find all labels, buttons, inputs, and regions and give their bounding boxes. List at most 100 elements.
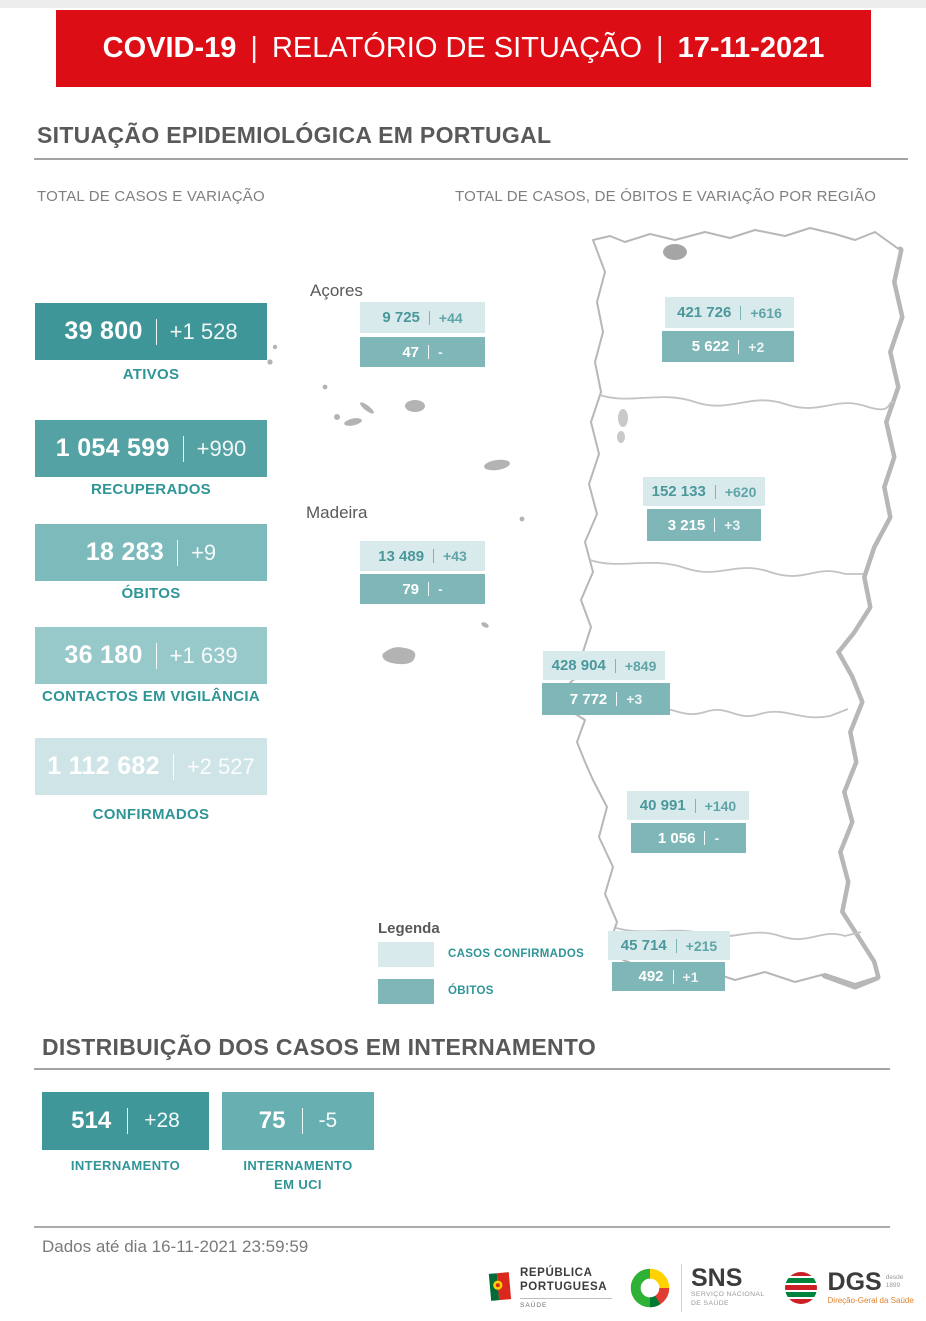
contactos-value: 36 180 [64, 641, 143, 669]
section-divider [34, 158, 908, 160]
confirmados-value: 1 112 682 [47, 752, 160, 780]
banner-covid-label: COVID-19 [102, 32, 237, 64]
footer-divider [34, 1226, 890, 1228]
icu-label-line1: INTERNAMENTO [243, 1158, 353, 1173]
internment-delta: +28 [144, 1109, 180, 1132]
algarve-deaths-delta: +1 [682, 968, 699, 985]
icu-label-line2: EM UCI [274, 1177, 322, 1192]
footer-logos: REPÚBLICA PORTUGUESA SAÚDE SNS SERVIÇO N… [488, 1256, 926, 1320]
section-divider [34, 1068, 890, 1070]
acores-cases: 9 725 [382, 309, 420, 326]
dgs-since-line2: 1899 [885, 1281, 901, 1289]
alentejo-cases-box: 40 991 +140 [627, 791, 749, 820]
sns-logo: SNS SERVIÇO NACIONAL DE SAÚDE [628, 1264, 765, 1312]
separator-line [672, 969, 674, 984]
internment-label: INTERNAMENTO [70, 1158, 181, 1173]
stat-box-recuperados: 1 054 599 +990 [35, 420, 267, 477]
lvt-deaths-delta: +3 [626, 691, 643, 707]
recuperados-value: 1 054 599 [55, 434, 170, 462]
section-epidemiologic-title: SITUAÇÃO EPIDEMIOLÓGICA EM PORTUGAL [37, 122, 552, 148]
algarve-cases-box: 45 714 +215 [608, 931, 730, 960]
legend-title: Legenda [378, 920, 440, 937]
contactos-label: CONTACTOS EM VIGILÂNCIA [41, 688, 260, 705]
norte-cases: 421 726 [677, 304, 732, 321]
centro-deaths-box: 3 215 +3 [647, 509, 761, 541]
acores-deaths: 47 [402, 343, 419, 361]
sns-circle-icon [630, 1268, 670, 1308]
icu-value: 75 [258, 1107, 286, 1134]
separator-line [172, 753, 174, 780]
norte-deaths-box: 5 622 +2 [662, 331, 794, 362]
lvt-cases: 428 904 [551, 657, 606, 674]
madeira-deaths: 79 [402, 580, 419, 598]
centro-cases-delta: +620 [724, 483, 757, 500]
separator-line [614, 658, 616, 673]
sns-title: SNS [691, 1264, 743, 1293]
ativos-delta: +1 528 [169, 318, 238, 344]
acores-deaths-box: 47 - [360, 337, 485, 367]
separator-line [694, 798, 696, 813]
centro-deaths-delta: +3 [724, 517, 741, 533]
separator-line [675, 938, 677, 953]
banner-date: 17-11-2021 [677, 32, 825, 64]
contactos-delta: +1 639 [169, 642, 238, 668]
lvt-cases-box: 428 904 +849 [543, 651, 665, 680]
internment-box: 514 +28 [42, 1092, 209, 1150]
separator-line [155, 318, 157, 345]
obitos-value: 18 283 [85, 538, 165, 566]
separator-line [704, 831, 706, 845]
lvt-deaths: 7 772 [569, 690, 608, 708]
banner-report-label: RELATÓRIO DE SITUAÇÃO [271, 32, 643, 64]
separator-line [433, 549, 435, 563]
norte-deaths-delta: +2 [748, 338, 765, 355]
icu-delta: -5 [318, 1109, 338, 1132]
stat-box-contactos: 36 180 +1 639 [35, 627, 267, 684]
separator-line [428, 310, 430, 325]
lvt-cases-delta: +849 [624, 657, 657, 674]
separator-line [428, 345, 429, 359]
acores-cases-box: 9 725 +44 [360, 302, 485, 333]
obitos-delta: +9 [191, 539, 217, 565]
dgs-sphere-icon [784, 1272, 817, 1304]
madeira-deaths-delta: - [438, 581, 443, 597]
dgs-since-line1: desde [885, 1274, 904, 1281]
sns-sub-line2: DE SAÚDE [691, 1299, 729, 1307]
recuperados-delta: +990 [196, 435, 247, 461]
legend-label-deaths: ÓBITOS [448, 985, 494, 997]
norte-cases-delta: +616 [750, 304, 782, 321]
obitos-label: ÓBITOS [121, 585, 181, 602]
banner-separator: | [656, 32, 664, 64]
right-column-header: TOTAL DE CASOS, DE ÓBITOS E VARIAÇÃO POR… [455, 188, 877, 205]
legend-swatch-deaths [378, 979, 434, 1004]
sns-divider [681, 1264, 682, 1312]
centro-deaths: 3 215 [667, 516, 706, 534]
madeira-label: Madeira [306, 503, 368, 522]
madeira-cases-delta: +43 [443, 548, 467, 564]
centro-cases-box: 152 133 +620 [643, 477, 765, 506]
recuperados-label: RECUPERADOS [91, 481, 211, 498]
separator-line [616, 692, 618, 706]
ativos-value: 39 800 [64, 317, 143, 345]
data-cutoff-note: Dados até dia 16-11-2021 23:59:59 [42, 1237, 309, 1256]
alentejo-cases: 40 991 [639, 797, 686, 814]
madeira-cases: 13 489 [378, 547, 425, 565]
republica-line1: REPÚBLICA [520, 1267, 593, 1280]
madeira-deaths-box: 79 - [360, 574, 485, 604]
separator-line [738, 339, 740, 354]
left-column-header: TOTAL DE CASOS E VARIAÇÃO [37, 188, 265, 205]
algarve-deaths: 492 [638, 968, 664, 985]
acores-label: Açores [310, 281, 363, 300]
internment-value: 514 [71, 1107, 112, 1134]
portugal-flag-icon [488, 1272, 512, 1301]
republica-saude: SAÚDE [520, 1297, 612, 1309]
algarve-cases-delta: +215 [685, 937, 718, 954]
separator-line [155, 642, 157, 669]
ativos-label: ATIVOS [122, 366, 180, 383]
separator-line [428, 582, 429, 596]
alentejo-deaths: 1 056 [657, 829, 696, 847]
separator-line [740, 305, 742, 320]
norte-deaths: 5 622 [691, 338, 730, 355]
alentejo-deaths-delta: - [714, 830, 720, 846]
confirmados-label: CONFIRMADOS [92, 806, 210, 823]
